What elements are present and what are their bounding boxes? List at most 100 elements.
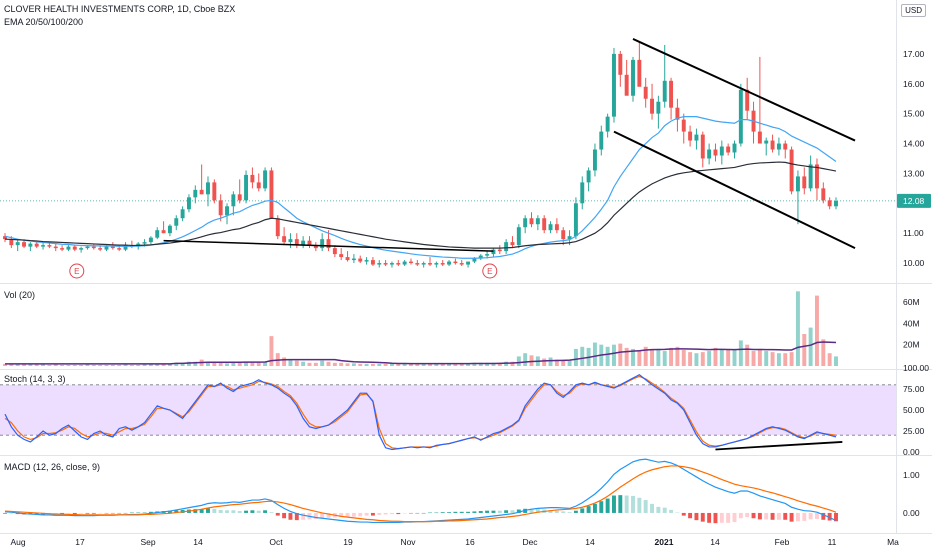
macd-histogram-bar <box>320 512 325 519</box>
macd-histogram-bar <box>827 512 832 521</box>
candle-body <box>60 248 65 250</box>
candle <box>637 41 642 87</box>
x-tick-label: 14 <box>710 537 720 547</box>
indicator-legend[interactable]: EMA 20/50/100/200 <box>4 17 84 27</box>
candle <box>643 77 648 108</box>
volume-bar <box>22 363 26 366</box>
candle-body <box>167 225 172 234</box>
macd-histogram-bar <box>358 512 363 517</box>
candle <box>599 125 604 156</box>
candle-body <box>396 263 401 265</box>
candle-body <box>364 260 369 262</box>
x-tick-label: 2021 <box>655 537 674 547</box>
volume-bar <box>554 359 559 366</box>
y-tick-label: 50.00 <box>903 405 925 415</box>
volume-bar <box>307 362 312 366</box>
volume-bar <box>453 363 458 366</box>
volume-bar <box>757 348 762 366</box>
candle-body <box>573 203 578 237</box>
macd-histogram-bar <box>34 512 39 515</box>
macd-histogram-bar <box>402 512 407 514</box>
candle <box>535 215 540 231</box>
candle-body <box>523 218 528 228</box>
y-tick-label: 13.00 <box>903 168 925 178</box>
candle <box>675 98 680 132</box>
candle <box>440 260 445 267</box>
candle-body <box>681 119 686 132</box>
candle-body <box>567 236 572 240</box>
candle-body <box>732 143 737 153</box>
channel-trendline <box>613 130 856 250</box>
candle-body <box>656 101 661 114</box>
candle <box>409 258 413 265</box>
candle <box>199 164 204 195</box>
volume-bar <box>186 361 191 366</box>
volume-bar <box>294 360 299 366</box>
macd-pane-label[interactable]: MACD (12, 26, close, 9) <box>4 462 101 472</box>
candle-body <box>237 194 242 201</box>
candle <box>370 257 375 267</box>
chart-title: CLOVER HEALTH INVESTMENTS CORP, 1D, Cboe… <box>4 4 236 14</box>
candle <box>212 179 217 204</box>
earnings-marker[interactable]: E <box>69 263 85 279</box>
currency-badge[interactable]: USD <box>901 4 926 17</box>
volume-bar <box>117 364 122 366</box>
y-axis[interactable]: 17.0016.0015.0014.0013.0012.0011.0010.00… <box>897 49 931 518</box>
volume-bar <box>339 362 344 366</box>
macd-histogram-bar <box>808 512 813 520</box>
macd-histogram-bar <box>110 512 115 514</box>
macd-histogram-bar <box>802 512 807 521</box>
volume-bar <box>789 352 794 366</box>
volume-bar <box>301 361 306 366</box>
volume-bar <box>834 356 838 366</box>
candle-body <box>650 98 655 114</box>
candle-body <box>415 263 420 265</box>
stoch-pane[interactable] <box>0 374 896 451</box>
earnings-marker[interactable]: E <box>482 263 498 279</box>
candle-body <box>795 176 800 192</box>
candle <box>631 56 635 102</box>
volume-pane-label[interactable]: Vol (20) <box>4 290 36 300</box>
candle-body <box>212 182 217 201</box>
macd-histogram-bar <box>662 507 667 513</box>
volume-pane[interactable] <box>3 291 838 366</box>
macd-histogram-bar <box>770 512 775 520</box>
candle <box>186 194 191 213</box>
volume-bar <box>542 358 547 366</box>
candle <box>402 260 407 267</box>
candle <box>770 134 775 153</box>
candle-body <box>231 194 236 207</box>
candle-body <box>148 237 153 243</box>
candle <box>516 224 521 249</box>
candle <box>66 245 71 252</box>
volume-bar <box>212 362 217 366</box>
volume-bar <box>326 361 331 366</box>
candle-body <box>745 89 750 111</box>
candle-body <box>351 258 356 261</box>
x-tick-label: 11 <box>828 537 837 547</box>
x-tick-label: 17 <box>75 537 85 547</box>
x-axis[interactable]: Aug 17 Sep 14 Oct 19 Nov 16 Dec 14 2021 14 Feb 11 Ma <box>10 537 899 547</box>
volume-bar <box>174 362 179 366</box>
macd-histogram-bar <box>225 510 229 513</box>
candle-body <box>389 263 394 265</box>
candle <box>573 197 578 240</box>
volume-bar <box>377 363 382 366</box>
candle <box>789 146 794 195</box>
x-tick-label: 14 <box>585 537 595 547</box>
macd-pane[interactable] <box>3 458 838 524</box>
volume-bar <box>180 362 185 366</box>
candle-body <box>510 242 515 246</box>
candle <box>586 167 591 192</box>
stoch-pane-label[interactable]: Stoch (14, 3, 3) <box>4 374 66 384</box>
candle <box>776 137 781 156</box>
support-trendline <box>163 239 494 252</box>
macd-histogram-bar <box>275 512 280 516</box>
volume-bar <box>523 353 528 366</box>
volume-bar <box>700 352 705 366</box>
candle-body <box>370 260 375 265</box>
candle <box>751 101 756 144</box>
macd-histogram-bar <box>282 512 287 519</box>
